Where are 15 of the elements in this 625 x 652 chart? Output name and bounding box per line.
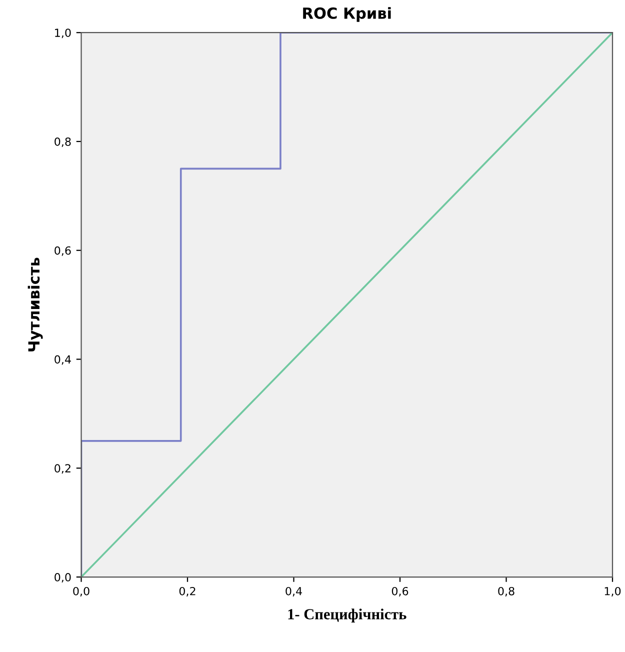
y-tick-label: 1,0 [55,28,71,38]
chart-title: ROC Криві [303,7,391,22]
x-tick-label: 0,6 [392,586,408,596]
y-tick-label: 0,0 [54,572,71,583]
x-tick-label: 1,0 [604,586,621,596]
x-axis-title: 1- Специфічність [288,608,406,622]
x-tick-label: 0,0 [73,586,90,596]
y-tick-label: 0,4 [54,355,71,365]
x-tick-label: 0,4 [286,586,302,596]
y-axis-title: Чутливість [28,258,43,352]
y-tick-label: 0,6 [54,246,71,256]
y-tick-label: 0,2 [54,464,70,474]
x-tick-label: 0,2 [179,586,196,596]
y-tick-label: 0,8 [54,137,71,147]
x-tick-label: 0,8 [498,586,514,596]
